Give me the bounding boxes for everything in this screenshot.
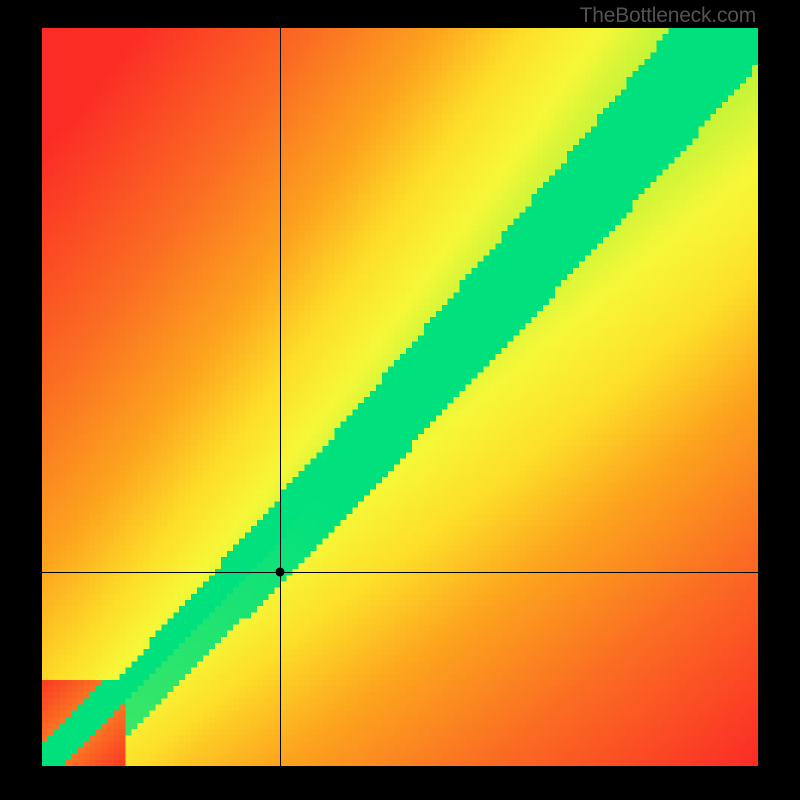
heatmap-canvas [42,28,758,766]
crosshair-vertical [280,28,281,766]
bottleneck-heatmap-plot [42,28,758,766]
crosshair-horizontal [42,572,758,573]
watermark-text: TheBottleneck.com [580,4,756,28]
data-point-marker [275,567,284,576]
